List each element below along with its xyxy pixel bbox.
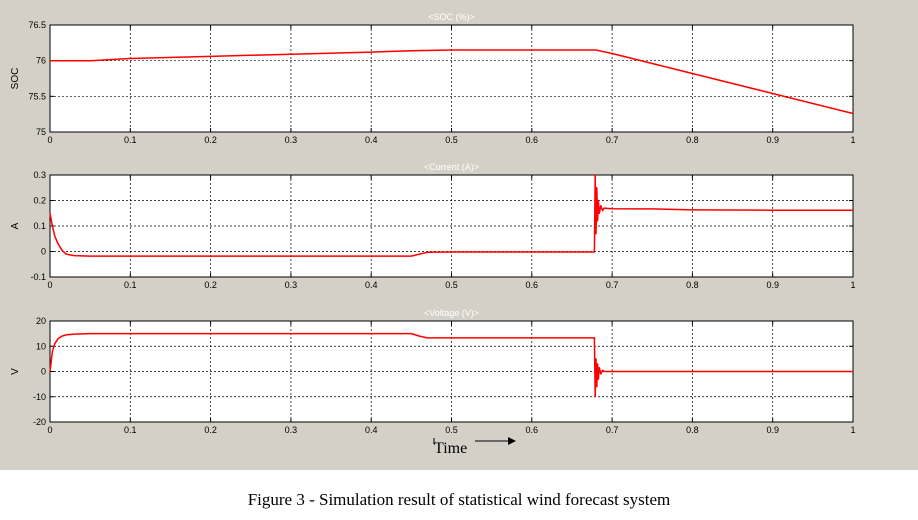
x-tick-label: 0.1 [124, 135, 137, 145]
x-tick-label: 0.9 [766, 280, 779, 290]
x-tick-label: 0 [47, 280, 52, 290]
x-tick-label: 0.1 [124, 280, 137, 290]
time-axis-annotation: Time [433, 437, 516, 457]
x-tick-label: 0.3 [285, 280, 298, 290]
plot-title: <Current (A)> [424, 162, 479, 172]
x-tick-label: 0.6 [526, 135, 539, 145]
plot-frame [49, 24, 854, 133]
x-tick-label: 1 [850, 135, 855, 145]
x-tick-label: 0.6 [526, 425, 539, 435]
time-label: Time [434, 440, 467, 457]
series-line [50, 49, 854, 115]
y-tick-label: 20 [36, 316, 46, 326]
series-line [49, 332, 853, 398]
series-line [49, 174, 853, 257]
x-tick-label: 0.8 [686, 135, 699, 145]
figure-caption: Figure 3 - Simulation result of statisti… [247, 490, 671, 509]
y-axis-label: SOC [10, 68, 21, 90]
soc-plot: <SOC (%)> 0 0.1 0.2 0.3 0.4 0.5 0.6 0.7 0.8 0.9 1 75… [10, 12, 856, 145]
x-tick-label: 0.6 [526, 280, 539, 290]
scope-svg: <SOC (%)> 0 0.1 0.2 0.3 0.4 0.5 0.6 0.7 0.8 0.9 1 75… [0, 0, 918, 470]
x-tick-label: 0.4 [365, 135, 378, 145]
plot-frame [49, 174, 854, 278]
y-tick-label: 0.3 [33, 170, 46, 180]
y-tick-label: 0 [41, 367, 46, 377]
x-tick-label: 0.7 [606, 280, 619, 290]
x-tick-label: 0.7 [606, 425, 619, 435]
time-arrow-head-icon [508, 437, 516, 445]
y-tick-label: 76 [36, 56, 46, 66]
x-tick-label: 0.9 [766, 425, 779, 435]
x-tick-label: 0.5 [445, 135, 458, 145]
y-tick-label: 0.2 [33, 196, 46, 206]
x-tick-label: 0.2 [204, 425, 217, 435]
x-tick-label: 0.2 [204, 280, 217, 290]
y-tick-label: 76.5 [28, 20, 46, 30]
x-tick-label: 0.1 [124, 425, 137, 435]
voltage-plot: <Voltage (V)> 0 0.1 0.2 0.3 0.4 0.5 0.6 0.7 0.8 0.… [10, 308, 856, 435]
y-axis-label: A [10, 222, 21, 229]
y-tick-label: 10 [36, 341, 46, 351]
x-tick-label: 0.4 [365, 425, 378, 435]
x-tick-label: 0 [47, 425, 52, 435]
x-tick-label: 1 [850, 280, 855, 290]
x-tick-label: 0.9 [766, 135, 779, 145]
plot-title: <Voltage (V)> [424, 308, 479, 318]
x-tick-label: 1 [850, 425, 855, 435]
x-tick-label: 0.3 [285, 135, 298, 145]
y-tick-label: 75.5 [28, 91, 46, 101]
y-tick-label: -20 [33, 417, 46, 427]
x-tick-label: 0 [47, 135, 52, 145]
x-tick-label: 0.7 [606, 135, 619, 145]
x-tick-label: 0.8 [686, 280, 699, 290]
plot-title: <SOC (%)> [428, 12, 475, 22]
x-tick-label: 0.2 [204, 135, 217, 145]
y-tick-label: 75 [36, 127, 46, 137]
y-tick-label: -0.1 [30, 272, 46, 282]
x-tick-label: 0.3 [285, 425, 298, 435]
scope-figure: <SOC (%)> 0 0.1 0.2 0.3 0.4 0.5 0.6 0.7 0.8 0.9 1 75… [0, 0, 918, 470]
y-axis-label: V [10, 368, 21, 375]
y-tick-label: -10 [33, 392, 46, 402]
x-tick-label: 0.8 [686, 425, 699, 435]
x-tick-label: 0.5 [445, 280, 458, 290]
y-tick-label: 0 [41, 247, 46, 257]
y-tick-label: 0.1 [33, 221, 46, 231]
x-tick-label: 0.5 [445, 425, 458, 435]
current-plot: <Current (A)> 0 0.1 0.2 0.3 0.4 0.5 0.6 0.7 0.8 0.… [10, 162, 856, 290]
x-tick-label: 0.4 [365, 280, 378, 290]
